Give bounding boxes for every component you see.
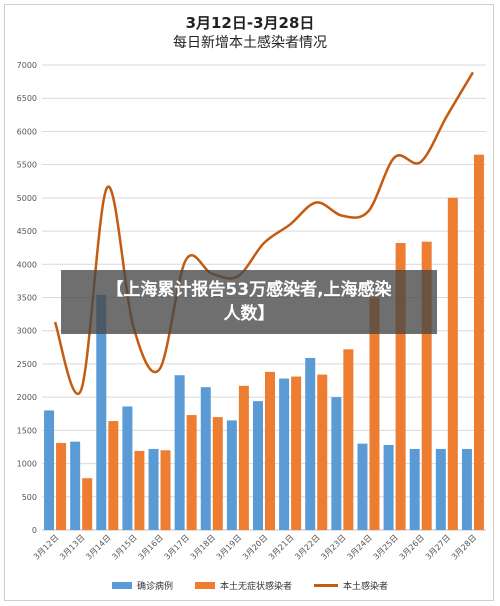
legend-item-local-infections: 本土感染者	[314, 579, 388, 592]
bar-confirmed	[331, 397, 342, 530]
y-tick-label: 0	[32, 526, 37, 535]
x-tick-label: 3月14日	[84, 533, 112, 561]
x-tick-label: 3月25日	[372, 533, 400, 561]
legend-label-asymptomatic: 本土无症状感染者	[219, 582, 292, 592]
y-tick-label: 1000	[17, 460, 37, 469]
x-tick-label: 3月27日	[424, 533, 452, 561]
y-tick-label: 7000	[17, 61, 37, 70]
legend-swatch-local-infections	[314, 584, 338, 587]
x-tick-label: 3月15日	[110, 533, 138, 561]
x-tick-label: 3月22日	[293, 533, 321, 561]
bar-asymptomatic	[395, 243, 406, 530]
x-tick-label: 3月23日	[319, 533, 347, 561]
y-tick-label: 1500	[17, 426, 37, 435]
bar-confirmed	[435, 448, 446, 530]
bar-asymptomatic	[134, 450, 145, 530]
chart-title: 3月12日-3月28日	[185, 14, 315, 32]
bar-asymptomatic	[56, 442, 67, 530]
legend-swatch-confirmed	[111, 582, 132, 589]
legend-item-confirmed: 确诊病例	[111, 579, 173, 592]
y-tick-label: 2000	[17, 393, 37, 402]
bar-confirmed	[70, 441, 81, 530]
bar-asymptomatic	[108, 421, 119, 530]
bar-asymptomatic	[160, 450, 171, 530]
bar-asymptomatic	[369, 297, 380, 530]
y-tick-label: 3000	[17, 327, 37, 336]
bar-asymptomatic	[238, 385, 249, 530]
bar-confirmed	[409, 448, 420, 530]
x-tick-label: 3月12日	[32, 533, 60, 561]
bar-asymptomatic	[265, 371, 275, 530]
headline-line-2: 人数】	[223, 304, 275, 324]
y-tick-label: 6000	[17, 127, 37, 136]
y-tick-label: 6500	[17, 94, 37, 103]
bar-confirmed	[96, 294, 107, 530]
bar-confirmed	[148, 448, 159, 530]
bar-asymptomatic	[421, 241, 432, 530]
x-tick-label: 3月18日	[189, 533, 217, 561]
legend-label-local-infections: 本土感染者	[343, 582, 389, 592]
bar-asymptomatic	[473, 154, 484, 530]
x-tick-label: 3月21日	[267, 533, 295, 561]
bar-confirmed	[253, 401, 263, 530]
x-tick-label: 3月17日	[163, 533, 191, 561]
legend-item-asymptomatic: 本土无症状感染者	[194, 579, 292, 592]
headline-line-1: 【上海累计报告53万感染者,上海感染	[106, 280, 392, 300]
bar-confirmed	[357, 443, 368, 530]
bar-confirmed	[44, 410, 55, 530]
bar-asymptomatic	[186, 415, 197, 530]
x-tick-label: 3月19日	[215, 533, 243, 561]
y-tick-label: 5000	[17, 194, 37, 203]
chart-legend: 确诊病例 本土无症状感染者 本土感染者	[0, 579, 500, 592]
y-tick-label: 5500	[17, 161, 37, 170]
bar-asymptomatic	[447, 197, 458, 530]
x-tick-label: 3月16日	[136, 533, 164, 561]
bar-confirmed	[383, 444, 394, 530]
line-local-infections	[53, 71, 475, 395]
bar-asymptomatic	[82, 478, 93, 530]
bar-confirmed	[305, 357, 316, 530]
bar-asymptomatic	[343, 349, 354, 530]
bar-confirmed	[461, 448, 472, 530]
bar-confirmed	[174, 375, 185, 530]
headline-overlay: 【上海累计报告53万感染者,上海感染 人数】	[61, 270, 437, 334]
x-tick-label: 3月20日	[241, 533, 269, 561]
x-tick-label: 3月28日	[450, 533, 478, 561]
legend-swatch-asymptomatic	[194, 582, 215, 589]
y-tick-label: 500	[22, 493, 37, 502]
bar-asymptomatic	[291, 376, 302, 530]
y-tick-label: 3500	[17, 294, 37, 303]
bar-confirmed	[122, 406, 133, 530]
bar-asymptomatic	[317, 374, 328, 530]
bar-confirmed	[226, 420, 237, 530]
y-tick-label: 4500	[17, 227, 37, 236]
x-tick-label: 3月24日	[345, 533, 373, 561]
x-tick-label: 3月13日	[58, 533, 86, 561]
y-tick-label: 2500	[17, 360, 37, 369]
legend-label-confirmed: 确诊病例	[136, 582, 173, 592]
bar-asymptomatic	[212, 417, 223, 530]
bar-confirmed	[200, 387, 211, 530]
bar-confirmed	[279, 378, 290, 530]
chart-subtitle: 每日新增本土感染者情况	[173, 35, 327, 51]
x-tick-label: 3月26日	[398, 533, 426, 561]
y-tick-label: 4000	[17, 260, 37, 269]
